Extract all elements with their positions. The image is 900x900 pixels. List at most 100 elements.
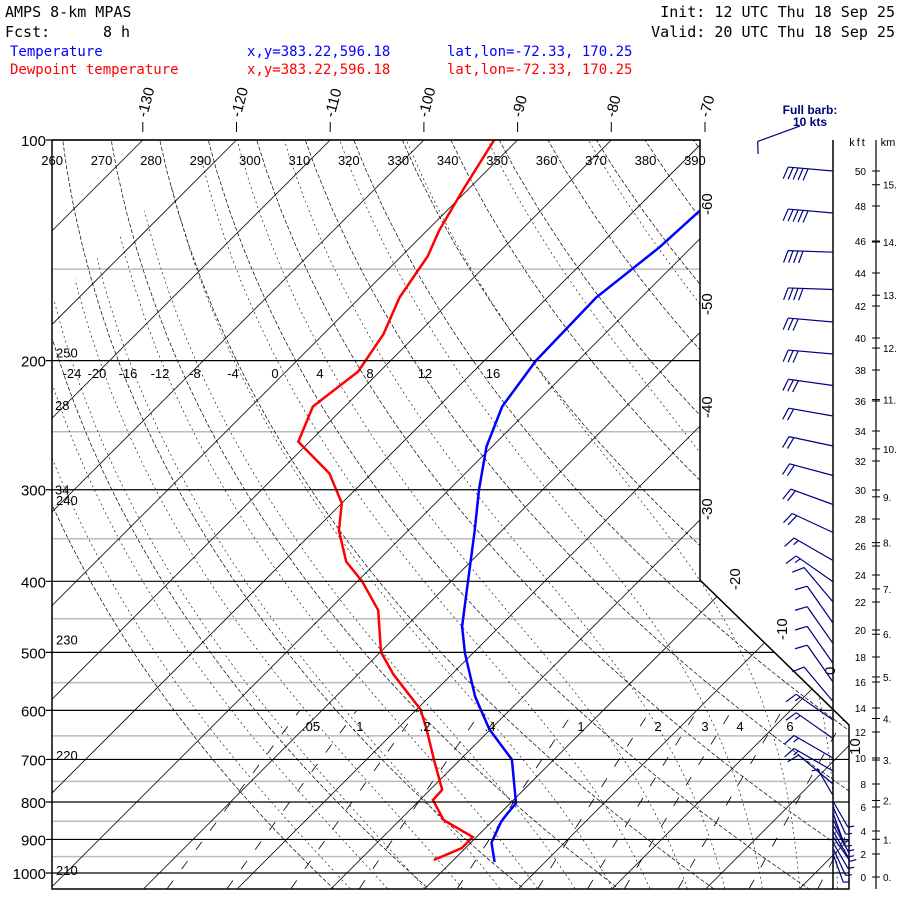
isotherm-line: [52, 140, 799, 889]
barb-half: [794, 715, 801, 720]
kft-label: 36: [855, 397, 867, 408]
kft-label: 34: [855, 427, 867, 438]
valid-time: Valid: 20 UTC Thu 18 Sep 25: [651, 23, 895, 41]
barb-shaft: [832, 842, 849, 869]
barb-shaft: [795, 555, 834, 583]
barb-full: [794, 606, 808, 611]
grid-lines: [52, 140, 900, 889]
wind-barb: [784, 747, 834, 772]
legend-dewpoint-label: Dewpoint temperature: [10, 62, 179, 78]
dry-adiabat-line: [251, 140, 849, 889]
km-label: 9.: [883, 493, 891, 504]
barb-full: [784, 735, 795, 745]
barb-shaft: [806, 626, 834, 664]
barb-half: [793, 737, 799, 743]
kft-label: 2: [860, 850, 866, 861]
barb-shaft: [788, 407, 834, 417]
mixing-ratio-label: .1: [353, 719, 364, 734]
moist-adiabat-label: 12: [418, 366, 432, 381]
wind-barb: [832, 818, 853, 847]
moist-adiabat-line: [96, 258, 501, 889]
isotherm-label-right: -30: [699, 498, 716, 520]
mixing-ratio-line: [456, 710, 575, 889]
km-label: 1.: [883, 835, 891, 846]
legend-dewpoint-latlon: lat,lon=-72.33, 170.25: [447, 62, 633, 78]
moist-adiabat-line: [283, 140, 726, 889]
isotherm-label-top: -110: [322, 87, 346, 119]
moist-adiabat-line: [406, 140, 801, 889]
dry-adiabat-label: 330: [387, 153, 409, 168]
pressure-label: 600: [21, 703, 46, 720]
wind-barb: [785, 555, 834, 583]
moist-adiabat-label: -24: [63, 366, 82, 381]
pressure-label: 800: [21, 795, 46, 812]
moist-adiabat-line: [119, 235, 538, 889]
barb-shaft: [757, 125, 801, 142]
kft-label: 48: [855, 202, 867, 213]
kft-label: 28: [855, 515, 867, 526]
mixing-ratio-label: 6: [786, 719, 793, 734]
dry-adiabat-label: 350: [486, 153, 508, 168]
kft-label: 12: [855, 728, 867, 739]
barb-half: [845, 874, 853, 877]
barb-shaft: [788, 317, 834, 323]
dry-adiabat-label: 270: [91, 153, 113, 168]
km-label: 13.: [883, 291, 897, 302]
theta-label-left: 220: [56, 748, 78, 763]
moist-adiabat-line: [236, 140, 688, 889]
moist-adiabat-label: -20: [88, 366, 107, 381]
isotherm-label-right: -20: [727, 568, 744, 590]
isotherm-line: [52, 140, 518, 889]
barb-full: [787, 167, 794, 180]
barb-full: [782, 378, 789, 391]
kft-label: 10: [855, 754, 867, 765]
moist-adiabat-line: [874, 140, 900, 889]
km-label: 11.: [883, 396, 896, 407]
wind-barb: [811, 768, 834, 796]
moist-adiabat-label: -12: [151, 366, 170, 381]
wind-barb: [792, 566, 834, 603]
theta-label-left: 240: [56, 493, 78, 508]
isotherm-line: [143, 140, 849, 889]
barb-full: [783, 287, 789, 300]
barb-full: [782, 463, 791, 475]
theta-label-left: 28: [55, 398, 69, 413]
km-label: 10.: [883, 445, 897, 456]
moist-adiabat-line: [588, 140, 849, 889]
mixing-ratio-line: [587, 710, 698, 889]
km-label: 7.: [883, 585, 891, 596]
wind-barb: [832, 824, 855, 852]
kft-label: 4: [860, 827, 866, 838]
moist-adiabat-line: [74, 279, 463, 889]
kft-label: 50: [855, 167, 867, 178]
wind-barb: [782, 488, 834, 506]
km-label: 4.: [883, 715, 891, 726]
moist-adiabat-line: [170, 184, 613, 889]
km-label: 0.: [883, 873, 891, 884]
barb-full: [792, 350, 799, 363]
barb-full: [793, 288, 799, 301]
kft-label: 20: [855, 626, 867, 637]
kft-label: 22: [855, 598, 867, 609]
mixing-ratio-line: [226, 710, 358, 889]
kft-label: 44: [855, 269, 867, 280]
barb-half: [794, 558, 801, 564]
legend-temperature-label: Temperature: [10, 44, 103, 60]
wind-barb: [792, 666, 834, 702]
legend-dewpoint-xy: x,y=383.22,596.18: [247, 62, 391, 78]
dry-adiabat-label: 320: [338, 153, 360, 168]
dry-adiabat-label: 380: [635, 153, 657, 168]
barb-shaft: [788, 378, 834, 387]
barb-full: [793, 250, 799, 264]
barb-shaft: [832, 847, 847, 876]
kft-label: 0: [860, 873, 866, 884]
moist-adiabat-line: [52, 335, 351, 889]
km-axis-label: km: [881, 137, 896, 149]
dry-adiabat-line: [52, 140, 431, 889]
plot-frame: [51, 139, 850, 890]
dry-adiabat-line: [490, 140, 849, 889]
pressure-label: 300: [21, 483, 46, 500]
legend-barb: [757, 125, 801, 155]
isotherm-line: [52, 140, 706, 889]
isotherm-line: [611, 140, 849, 889]
